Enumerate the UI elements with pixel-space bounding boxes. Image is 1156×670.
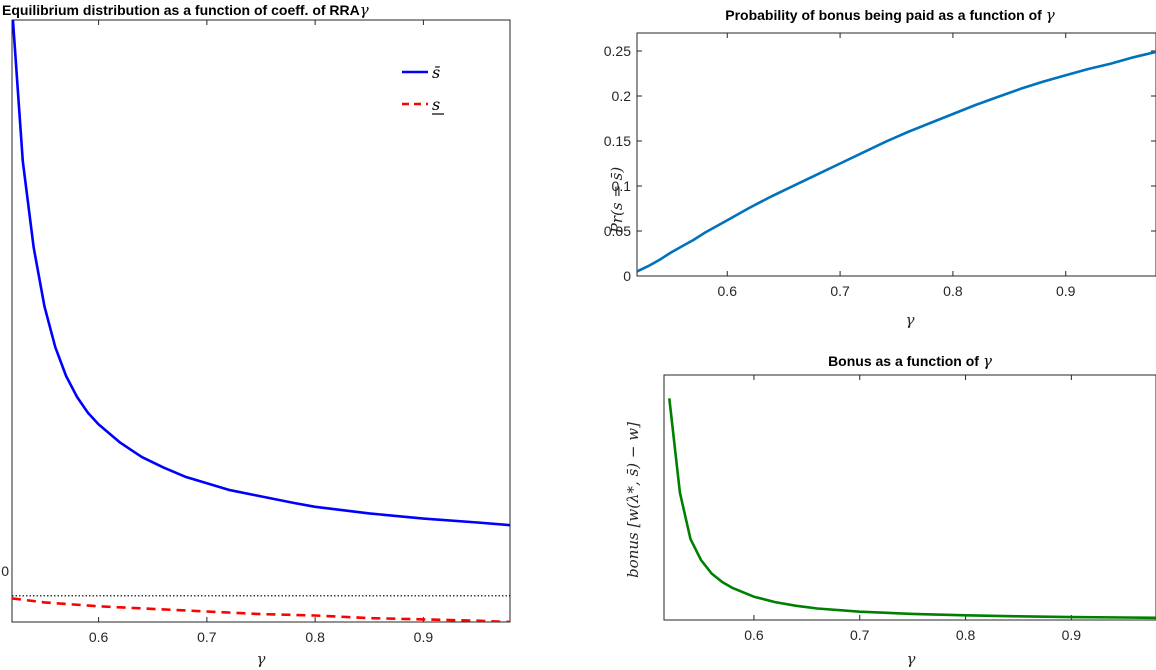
x-tick-label: 0.7 bbox=[850, 627, 870, 643]
bonus-probability-chart: Probability of bonus being paid as a fun… bbox=[604, 6, 1156, 329]
y-tick-label: 0.2 bbox=[612, 88, 632, 104]
chart-title: Bonus as a function of γ bbox=[828, 352, 992, 370]
x-tick-label: 0.9 bbox=[414, 629, 434, 645]
x-axis-label: γ bbox=[906, 311, 915, 329]
y-tick-label: 0.1 bbox=[612, 178, 632, 194]
axes-box bbox=[11, 19, 511, 623]
y-tick-label: 0.05 bbox=[604, 223, 631, 239]
equilibrium-distribution-chart: Equilibrium distribution as a function o… bbox=[1, 1, 511, 668]
y-axis-label: bonus [w(λ*, s̄) − w] bbox=[624, 422, 642, 578]
x-tick-label: 0.6 bbox=[89, 629, 109, 645]
plot-area bbox=[637, 33, 1156, 276]
x-tick-label: 0.9 bbox=[1062, 627, 1082, 643]
x-tick-label: 0.6 bbox=[744, 627, 764, 643]
y-tick-label: 0 bbox=[1, 563, 9, 579]
x-tick-label: 0.8 bbox=[956, 627, 976, 643]
x-tick-label: 0.8 bbox=[305, 629, 325, 645]
axes-box bbox=[636, 32, 1156, 277]
y-tick-label: 0.15 bbox=[604, 133, 631, 149]
series-line-1 bbox=[637, 50, 1156, 273]
legend-label-s-bar: s̄ bbox=[432, 63, 440, 82]
x-tick-label: 0.9 bbox=[1056, 283, 1076, 299]
x-tick-label: 0.8 bbox=[943, 283, 963, 299]
chart-title: Equilibrium distribution as a function o… bbox=[2, 1, 369, 19]
x-axis-label: γ bbox=[257, 650, 266, 668]
series-line-2 bbox=[12, 597, 510, 622]
x-tick-label: 0.7 bbox=[830, 283, 850, 299]
x-tick-label: 0.6 bbox=[718, 283, 738, 299]
y-axis-label: Pr(s = s̄) bbox=[608, 167, 626, 235]
y-tick-label: 0 bbox=[623, 268, 631, 284]
plot-area bbox=[664, 375, 1156, 620]
series-line-1 bbox=[668, 398, 1156, 620]
legend-label-s-under: s bbox=[432, 95, 440, 114]
series-line-1 bbox=[12, 20, 510, 527]
x-axis-label: γ bbox=[907, 650, 916, 668]
plot-area bbox=[12, 20, 510, 622]
legend: s̄ s bbox=[402, 63, 444, 115]
bonus-chart: Bonus as a function of γ 0.6 0.7 0.8 0.9 γ b… bbox=[624, 352, 1156, 668]
y-tick-label: 0.25 bbox=[604, 43, 631, 59]
chart-title: Probability of bonus being paid as a fun… bbox=[725, 6, 1055, 24]
axes-box bbox=[663, 374, 1156, 621]
x-tick-label: 0.7 bbox=[197, 629, 217, 645]
